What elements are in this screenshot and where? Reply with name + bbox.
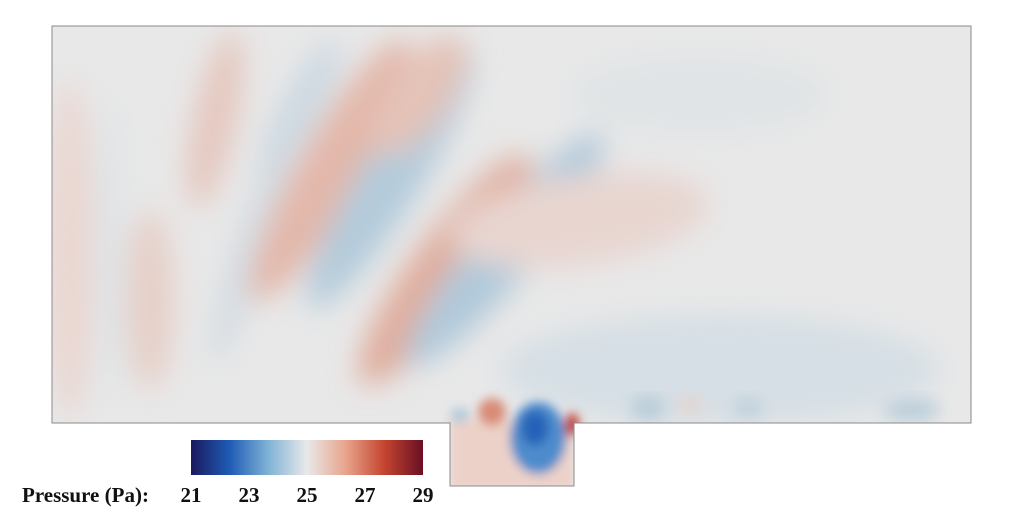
colorbar-label: Pressure (Pa): <box>22 483 149 507</box>
pressure-bands <box>52 31 940 425</box>
colorbar-gradient <box>191 440 423 475</box>
colorbar-tick: 27 <box>355 483 376 507</box>
cavity-negative-left <box>450 407 470 423</box>
colorbar-tick: 23 <box>239 483 260 507</box>
band-negative <box>209 135 291 365</box>
pressure-spots <box>630 396 940 422</box>
cavity-field <box>450 398 579 486</box>
band-positive <box>372 35 468 155</box>
cavity-positive-left <box>478 398 506 426</box>
spot-negative <box>884 398 940 422</box>
pressure-domain <box>52 26 971 486</box>
band-positive <box>52 80 92 420</box>
spot-negative <box>630 396 666 420</box>
band-positive <box>250 39 410 301</box>
spot-negative <box>732 398 764 418</box>
band-negative <box>570 55 830 135</box>
band-negative <box>96 100 124 400</box>
spot-positive <box>678 396 702 414</box>
domain-outline <box>51 25 972 487</box>
band-negative <box>500 315 940 425</box>
band-positive <box>126 210 174 390</box>
cavity-negative-center <box>521 410 549 446</box>
colorbar-tick: 29 <box>413 483 434 507</box>
band-negative <box>258 38 342 182</box>
band-positive <box>186 31 244 209</box>
colorbar-tick: 21 <box>181 483 202 507</box>
colorbar: Pressure (Pa): 21 23 25 27 29 <box>22 440 434 507</box>
band-positive <box>451 171 709 269</box>
colorbar-tick: 25 <box>297 483 318 507</box>
cavity-positive-right <box>565 413 579 437</box>
